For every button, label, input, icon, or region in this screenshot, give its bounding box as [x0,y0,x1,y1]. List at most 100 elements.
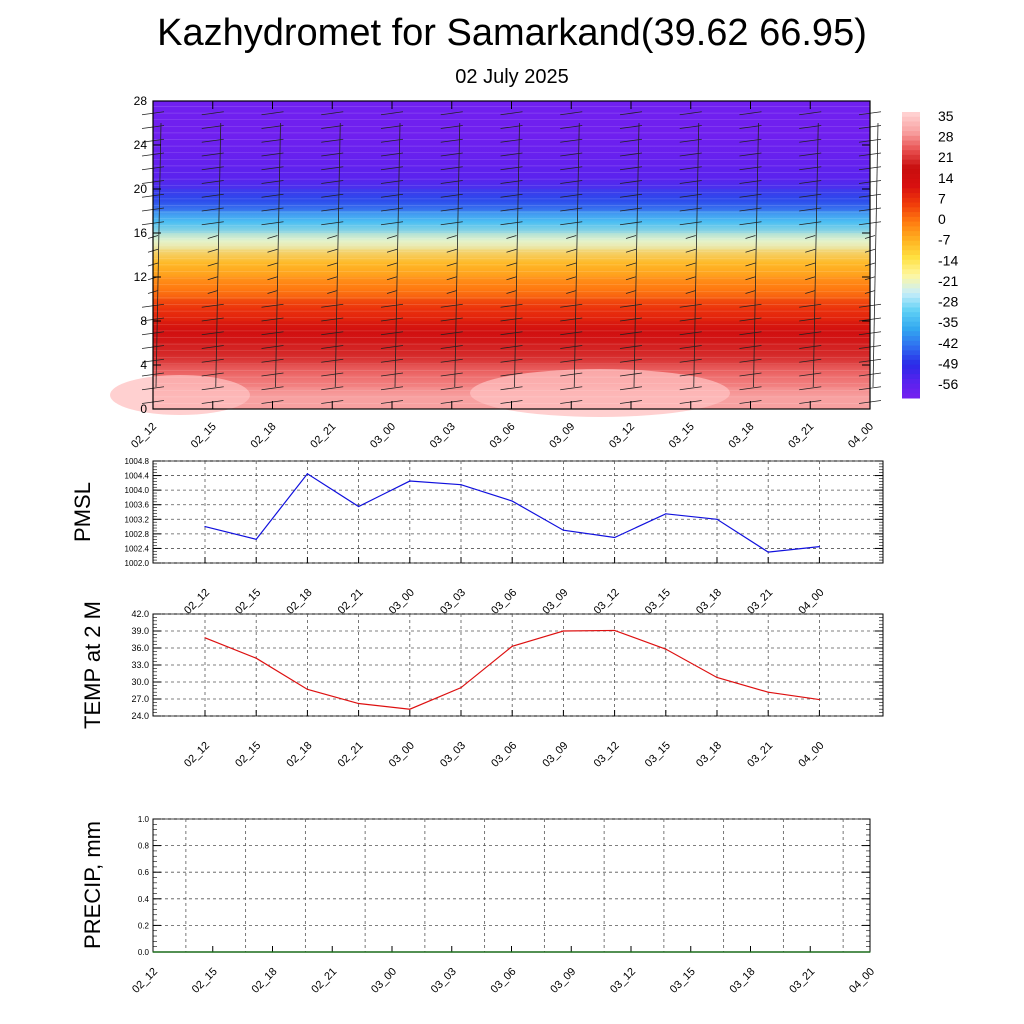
wind-barb [679,125,702,129]
wind-barb [739,111,762,116]
wind-barb [500,317,523,322]
wind-barb [745,235,756,239]
wind-barb [805,248,816,253]
x-tick-label: 02_15 [190,966,220,996]
x-tick-label: 04_00 [796,740,826,770]
wind-barb [560,180,583,184]
colorbar-segment [902,169,920,175]
wind-barb [500,180,523,184]
pmsl-data-point [767,551,769,553]
x-tick-label: 03_21 [786,421,816,451]
wind-barb [201,345,224,349]
wind-barb [799,317,822,322]
wind-barb [380,372,404,377]
colorbar-label: 21 [938,149,954,165]
wind-barb [679,221,702,226]
colorbar-segment [902,383,920,389]
x-tick-label: 03_09 [548,966,578,996]
colorbar-segment [902,364,920,370]
x-tick-label: 02_21 [308,421,338,451]
precip-data-point [271,951,274,953]
wind-barb [745,290,756,294]
colorbar-segment [902,207,920,213]
colorbar: 35 28 21 14 7 0 -7 -14 -21 -28 -35 -42 -49 -56 [902,108,958,399]
wind-barb-staff [454,122,461,388]
x-tick-label: 03_09 [540,740,570,770]
colorbar-segment [902,235,920,242]
x-tick-label: 02_18 [250,966,280,996]
wind-barb [321,125,344,129]
wind-barb [799,221,822,226]
colorbar-segment [902,131,920,137]
wind-barb [799,125,822,129]
colorbar-segment [902,188,920,194]
wind-barb [625,262,637,267]
wind-barb [745,276,756,281]
pmsl-ylabel: PMSL [70,482,95,542]
pmsl-data-point [460,484,462,486]
y-tick-label: 0.4 [138,895,150,904]
colorbar-segment [902,336,920,342]
x-tick-label: 04_00 [846,421,876,451]
wind-barb-staff [155,122,162,388]
wind-barb [267,290,278,294]
wind-barb [679,372,702,377]
wind-barb [207,290,218,294]
wind-barb [500,345,523,349]
wind-barb [560,111,583,116]
wind-barb-staff [334,122,341,388]
wind-barb [440,386,463,391]
wind-barb [739,358,762,363]
wind-barb [261,180,284,184]
wind-barb [440,180,463,184]
wind-barb [380,386,404,391]
wind-barb [679,303,702,308]
y-tick-label: 24 [134,138,148,152]
wind-barb [679,331,702,336]
wind-barb [327,235,338,239]
wind-barb [446,290,457,294]
colorbar-segment [902,150,920,156]
temp2m-data-point [204,637,206,639]
colorbar-segment [902,269,920,275]
wind-barb [386,262,398,267]
wind-barb [261,303,284,308]
precip-data-point [749,951,752,953]
wind-barb [386,235,398,239]
temp2m-data-point [716,676,718,679]
heatmap-field [153,101,870,409]
wind-barb [321,358,344,363]
wind-barb [440,125,463,129]
x-tick-label: 03_06 [489,740,519,770]
wind-barb [201,180,224,184]
colorbar-segment [902,183,920,189]
wind-barb [685,290,696,294]
wind-barb [386,248,398,253]
wind-barb [739,180,762,184]
x-tick-label: 03_21 [787,966,817,996]
pmsl-panel: 1002.0 1002.4 1002.8 1003.2 1003.6 1004.0 1004… [70,457,884,617]
colorbar-label: -21 [938,273,958,289]
wind-barb [440,345,463,349]
wind-barb [201,386,224,391]
y-tick-label: 20 [134,182,148,196]
x-tick-label: 03_06 [489,966,519,996]
wind-barb [500,386,523,391]
y-tick-label: 39.0 [131,626,149,636]
pmsl-data-point [614,536,616,539]
wind-barb [799,193,822,198]
wind-barb [261,345,284,349]
temp2m-data-point [255,657,257,659]
colorbar-segment [902,159,920,165]
x-tick-label: 02_15 [233,587,263,617]
wind-barb [560,221,583,226]
wind-barb [446,276,457,281]
wind-barb [625,248,637,253]
wind-barb [799,372,822,377]
x-tick-label: 02_18 [284,740,314,770]
wind-barb [386,276,398,281]
y-tick-label: 1003.6 [125,501,150,510]
precip-data-point [690,951,692,953]
colorbar-segment [902,369,920,375]
x-tick-label: 03_21 [745,740,775,770]
